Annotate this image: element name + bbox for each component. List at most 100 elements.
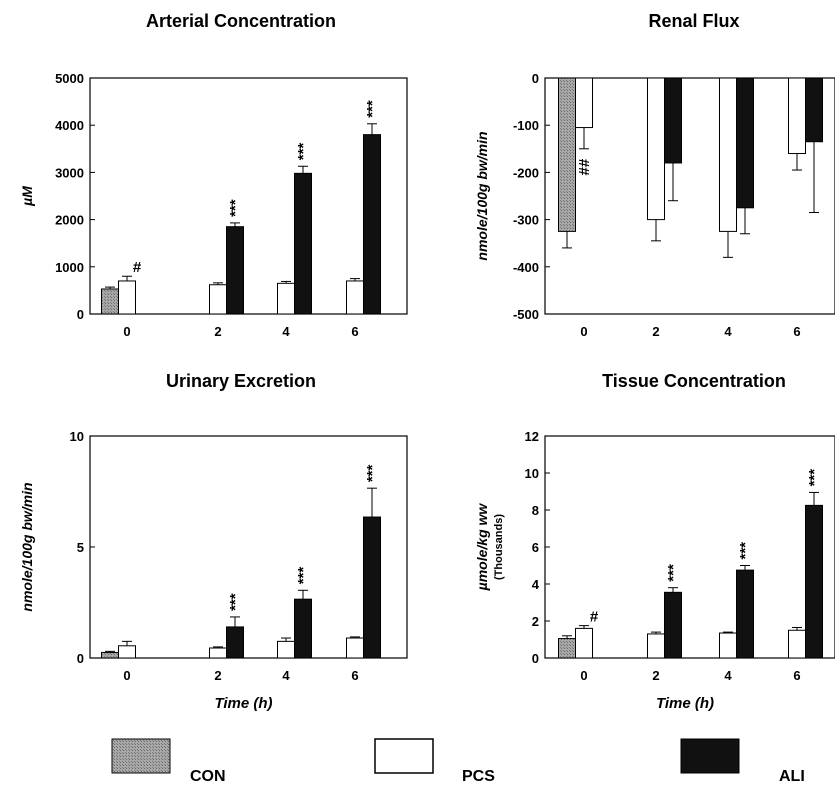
bar-con	[558, 638, 576, 659]
bar-ali	[736, 569, 754, 659]
plot-frame	[544, 435, 835, 659]
bar-pcs	[277, 282, 295, 315]
chart-panel-2: Renal Flux -500 -400 -300 -200 -100 0 0 2 4 6 nmole…	[474, 11, 835, 339]
y-tick-label: -500	[513, 307, 539, 322]
y-tick-label: 4000	[55, 118, 84, 133]
bar-ali	[664, 591, 682, 659]
significance-annotation: ***	[806, 469, 823, 487]
y-tick-label: 4	[532, 577, 540, 592]
plot-frame	[89, 435, 408, 659]
bar-ali	[226, 626, 244, 659]
y-axis-label: µmole/kg ww	[474, 503, 490, 592]
x-tick-label: 6	[351, 668, 358, 683]
y-axis-label: nmole/100g bw/min	[474, 131, 490, 260]
significance-annotation: ***	[737, 542, 754, 560]
y-tick-label: 1000	[55, 260, 84, 275]
y-tick-label: 5	[77, 540, 84, 555]
bar-pcs	[209, 284, 227, 315]
bar-con	[101, 651, 119, 659]
bar-ali	[363, 134, 381, 315]
y-tick-label: 0	[532, 71, 539, 86]
bar-con	[558, 77, 576, 232]
bar-ali	[226, 226, 244, 315]
y-axis-label: nmole/100g bw/min	[19, 482, 35, 611]
x-tick-label: 2	[214, 324, 221, 339]
bar-pcs	[346, 637, 364, 659]
significance-annotation: ***	[364, 100, 381, 118]
bar-pcs	[647, 77, 665, 221]
bar-pcs	[647, 633, 665, 659]
bar-pcs	[788, 629, 806, 659]
y-tick-label: -400	[513, 260, 539, 275]
bar-pcs	[788, 77, 806, 155]
x-tick-label: 0	[580, 324, 587, 339]
bar-ali	[294, 598, 312, 659]
y-tick-label: 10	[70, 429, 84, 444]
significance-annotation: ***	[364, 464, 381, 482]
legend: CON PCS ALI	[111, 738, 805, 785]
legend-swatch-ali	[680, 738, 740, 774]
bar-ali	[805, 77, 823, 143]
bar-pcs	[277, 640, 295, 659]
legend-swatch-con	[111, 738, 171, 774]
x-tick-label: 4	[724, 668, 732, 683]
bar-pcs	[575, 627, 593, 659]
chart-panel-1: Arterial Concentration 0 1000 2000 3000 4000 5…	[19, 11, 408, 339]
y-tick-label: 5000	[55, 71, 84, 86]
significance-annotation: ***	[227, 593, 244, 611]
significance-annotation: ***	[227, 199, 244, 217]
bar-pcs	[118, 645, 136, 659]
x-tick-label: 0	[580, 668, 587, 683]
bar-pcs	[346, 280, 364, 315]
chart-title: Urinary Excretion	[166, 371, 316, 391]
bar-pcs	[118, 280, 136, 315]
chart-title: Renal Flux	[648, 11, 739, 31]
x-tick-label: 2	[652, 324, 659, 339]
x-tick-label: 6	[351, 324, 358, 339]
y-tick-label: -300	[513, 213, 539, 228]
bar-ali	[805, 504, 823, 659]
significance-annotation: ***	[665, 564, 682, 582]
y-tick-label: -200	[513, 165, 539, 180]
x-tick-label: 6	[793, 324, 800, 339]
significance-annotation: ***	[295, 567, 312, 585]
significance-annotation: ***	[295, 143, 312, 161]
y-tick-label: 0	[77, 307, 84, 322]
bar-ali	[294, 172, 312, 315]
y-tick-label: 12	[525, 429, 539, 444]
plot-frame	[89, 77, 408, 315]
x-tick-label: 2	[652, 668, 659, 683]
y-tick-label: 3000	[55, 165, 84, 180]
bar-pcs	[575, 77, 593, 129]
x-axis-label: Time (h)	[214, 695, 272, 712]
y-tick-label: 2	[532, 614, 539, 629]
legend-label-ali: ALI	[779, 768, 805, 785]
chart-panel-3: Urinary Excretion 0 5 10 0 2 4 6 nmole/100g bw/m…	[19, 371, 408, 712]
significance-annotation: #	[133, 259, 142, 276]
x-tick-label: 4	[282, 324, 290, 339]
chart-title: Tissue Concentration	[602, 371, 786, 391]
x-tick-label: 0	[123, 324, 130, 339]
y-axis-sublabel: (Thousands)	[493, 514, 505, 580]
y-tick-label: 2000	[55, 213, 84, 228]
bar-ali	[363, 516, 381, 659]
y-axis-label: µM	[19, 186, 35, 207]
bar-ali	[664, 77, 682, 164]
y-tick-label: 8	[532, 503, 539, 518]
chart-panel-4: Tissue Concentration 0 2 4 6 8 10 12 0 2 4 6 µmole/k…	[474, 371, 835, 712]
y-tick-label: 10	[525, 466, 539, 481]
x-tick-label: 6	[793, 668, 800, 683]
legend-label-pcs: PCS	[462, 768, 495, 785]
legend-swatch-pcs	[374, 738, 434, 774]
x-tick-label: 4	[282, 668, 290, 683]
chart-title: Arterial Concentration	[146, 11, 336, 31]
x-tick-label: 4	[724, 324, 732, 339]
y-tick-label: 0	[532, 651, 539, 666]
y-tick-label: 6	[532, 540, 539, 555]
bar-pcs	[209, 647, 227, 659]
y-tick-label: -100	[513, 118, 539, 133]
x-axis-label: Time (h)	[656, 695, 714, 712]
y-tick-label: 0	[77, 651, 84, 666]
x-tick-label: 0	[123, 668, 130, 683]
